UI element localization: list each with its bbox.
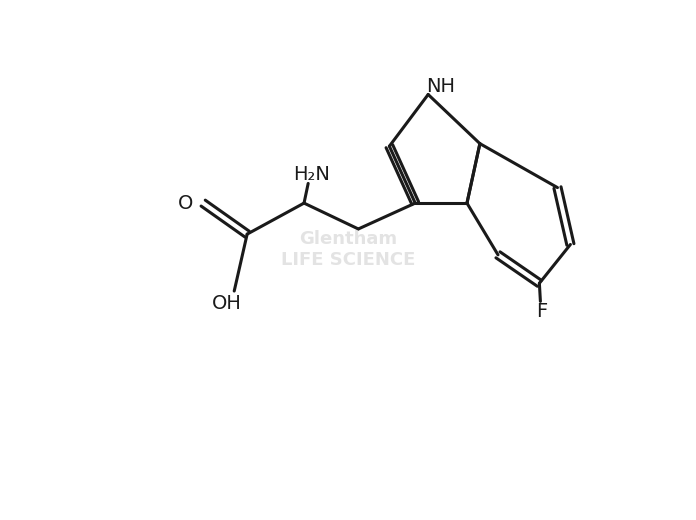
- Text: NH: NH: [427, 77, 456, 96]
- Text: Glentham
LIFE SCIENCE: Glentham LIFE SCIENCE: [280, 230, 416, 269]
- Text: OH: OH: [212, 294, 242, 314]
- Text: H₂N: H₂N: [293, 165, 330, 184]
- Text: F: F: [537, 302, 548, 321]
- Text: O: O: [177, 193, 193, 213]
